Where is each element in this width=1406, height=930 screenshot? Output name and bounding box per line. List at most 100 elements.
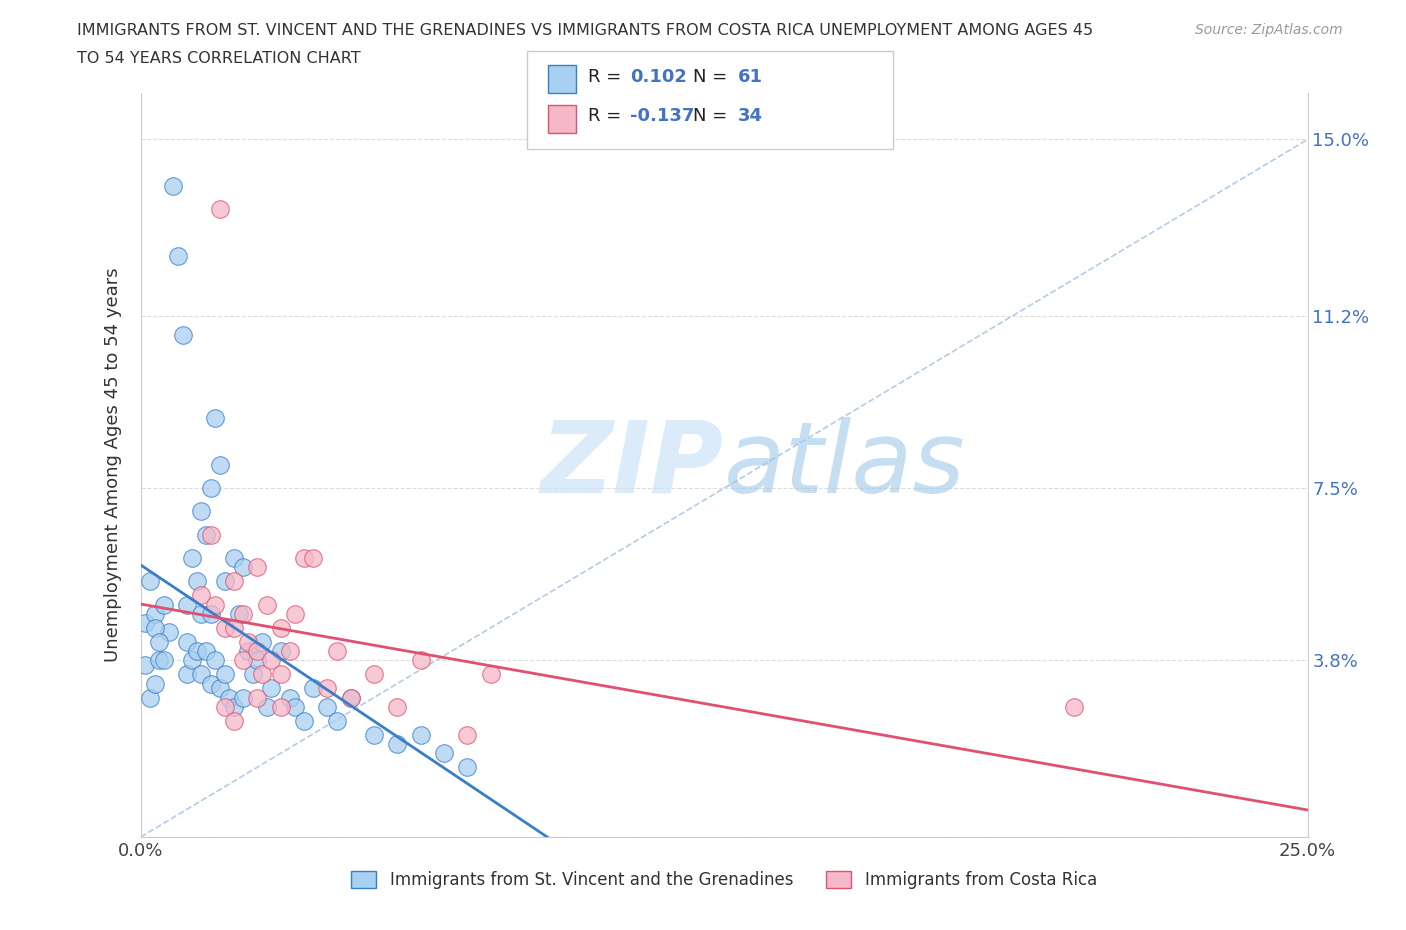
Point <box>316 681 339 696</box>
Point <box>214 620 236 635</box>
Point <box>270 644 292 658</box>
Point <box>284 606 307 621</box>
Point <box>325 713 347 728</box>
Point <box>232 606 254 621</box>
Point <box>387 737 409 751</box>
Point <box>162 179 184 193</box>
Point <box>260 681 283 696</box>
Point <box>139 574 162 589</box>
Point <box>236 644 259 658</box>
Point <box>232 560 254 575</box>
Text: 34: 34 <box>738 107 763 126</box>
Point <box>214 667 236 682</box>
Point <box>190 588 212 603</box>
Point <box>302 551 325 565</box>
Point <box>222 551 245 565</box>
Text: R =: R = <box>588 68 627 86</box>
Point <box>256 597 278 612</box>
Point <box>172 327 194 342</box>
Point <box>153 597 176 612</box>
Point <box>214 699 236 714</box>
Point <box>143 620 166 635</box>
Point <box>284 699 307 714</box>
Text: atlas: atlas <box>724 417 966 513</box>
Point <box>143 606 166 621</box>
Point <box>214 574 236 589</box>
Point <box>157 625 180 640</box>
Point <box>194 527 217 542</box>
Point <box>250 634 273 649</box>
Point <box>256 699 278 714</box>
Point <box>204 597 226 612</box>
Point <box>181 551 204 565</box>
Point <box>176 597 198 612</box>
Point <box>270 620 292 635</box>
Text: 61: 61 <box>738 68 763 86</box>
Point <box>204 411 226 426</box>
Text: ZIP: ZIP <box>541 417 724 513</box>
Point <box>433 746 456 761</box>
Point <box>148 634 170 649</box>
Point <box>186 644 208 658</box>
Point <box>222 713 245 728</box>
Point <box>479 667 502 682</box>
Point <box>363 667 385 682</box>
Point <box>339 690 361 705</box>
Point <box>250 667 273 682</box>
Point <box>292 713 315 728</box>
Point <box>363 727 385 742</box>
Point <box>270 699 292 714</box>
Point <box>387 699 409 714</box>
Legend: Immigrants from St. Vincent and the Grenadines, Immigrants from Costa Rica: Immigrants from St. Vincent and the Gren… <box>344 864 1104 896</box>
Point <box>246 653 269 668</box>
Point <box>1063 699 1085 714</box>
Point <box>270 667 292 682</box>
Point <box>218 690 240 705</box>
Point <box>409 727 432 742</box>
Point <box>176 667 198 682</box>
Point <box>194 644 217 658</box>
Point <box>246 560 269 575</box>
Point <box>200 606 222 621</box>
Point <box>292 551 315 565</box>
Point <box>167 248 190 263</box>
Point <box>222 699 245 714</box>
Point <box>222 574 245 589</box>
Text: Source: ZipAtlas.com: Source: ZipAtlas.com <box>1195 23 1343 37</box>
Point <box>456 727 478 742</box>
Point <box>134 658 156 672</box>
Text: N =: N = <box>693 68 733 86</box>
Point <box>208 681 231 696</box>
Point <box>208 458 231 472</box>
Text: -0.137: -0.137 <box>630 107 695 126</box>
Point <box>242 667 264 682</box>
Point <box>278 690 301 705</box>
Point <box>232 690 254 705</box>
Point <box>316 699 339 714</box>
Text: R =: R = <box>588 107 627 126</box>
Point <box>278 644 301 658</box>
Point <box>228 606 250 621</box>
Point <box>190 504 212 519</box>
Point <box>456 760 478 775</box>
Point <box>232 653 254 668</box>
Y-axis label: Unemployment Among Ages 45 to 54 years: Unemployment Among Ages 45 to 54 years <box>104 268 122 662</box>
Text: N =: N = <box>693 107 733 126</box>
Point <box>153 653 176 668</box>
Point <box>246 690 269 705</box>
Point <box>200 676 222 691</box>
Point <box>139 690 162 705</box>
Point <box>246 644 269 658</box>
Point <box>148 653 170 668</box>
Point <box>181 653 204 668</box>
Point <box>200 481 222 496</box>
Point <box>325 644 347 658</box>
Point <box>339 690 361 705</box>
Point <box>222 620 245 635</box>
Point <box>143 676 166 691</box>
Point <box>204 653 226 668</box>
Point <box>186 574 208 589</box>
Text: IMMIGRANTS FROM ST. VINCENT AND THE GRENADINES VS IMMIGRANTS FROM COSTA RICA UNE: IMMIGRANTS FROM ST. VINCENT AND THE GREN… <box>77 23 1094 38</box>
Point <box>190 667 212 682</box>
Point <box>409 653 432 668</box>
